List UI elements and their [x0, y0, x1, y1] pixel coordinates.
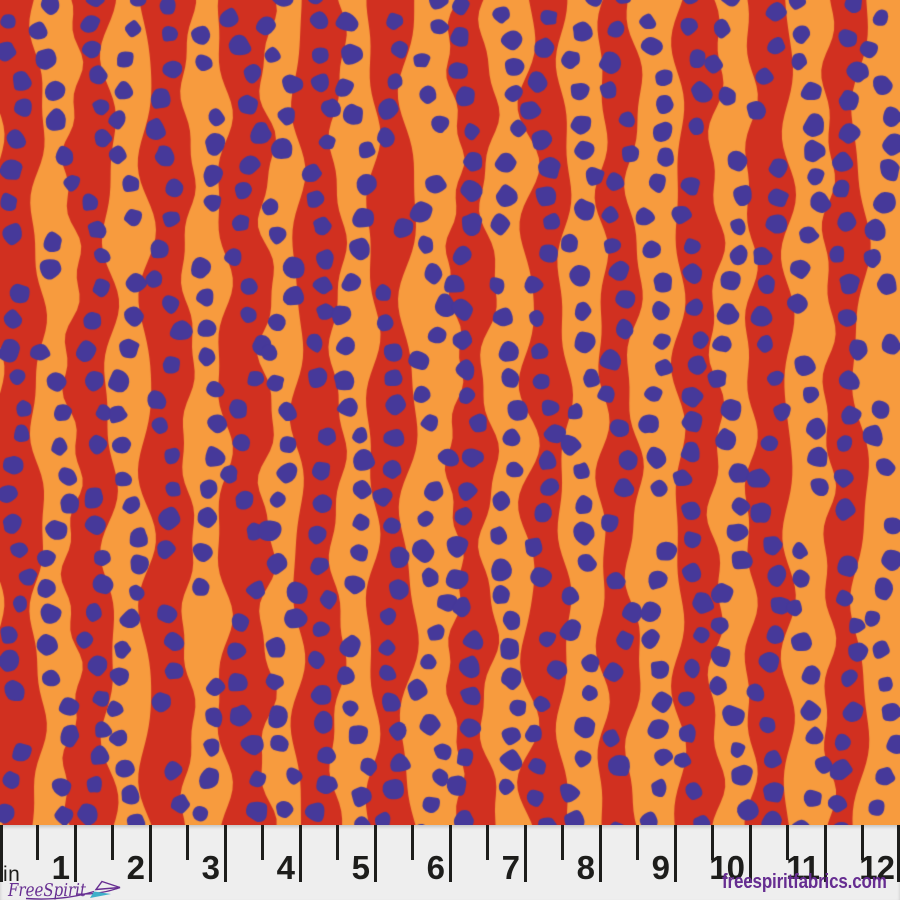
ruler-tick-inch [0, 825, 3, 882]
ruler-tick-inch [298, 825, 302, 882]
ruler-number: 7 [501, 849, 520, 886]
ruler-tick-inch [897, 825, 900, 882]
ruler-tick-inch [598, 825, 602, 882]
freespirit-logo: FreeSpirit [7, 880, 121, 900]
ruler-tick-half [411, 825, 414, 860]
ruler-number: 11 [786, 849, 820, 886]
ruler-tick-half [486, 825, 489, 860]
ruler-number: 3 [201, 849, 220, 886]
ruler-number: 10 [709, 849, 745, 886]
ruler-tick-inch [523, 825, 527, 882]
ruler-number: 1 [51, 849, 70, 886]
ruler-tick-half [636, 825, 639, 860]
ruler-tick-half [711, 825, 714, 860]
ruler-tick-half [186, 825, 189, 860]
ruler-tick-inch [223, 825, 227, 882]
ruler-tick-half [111, 825, 114, 860]
logo-swash [25, 890, 95, 900]
ruler: 1 2 3 4 5 6 7 8 9 10 11 12 in FreeSpirit freespirit… [0, 825, 900, 900]
ruler-tick-half [36, 825, 39, 860]
ruler-number: 4 [276, 849, 295, 886]
freespirit-logo-text: FreeSpirit [7, 881, 87, 900]
ruler-unit-label: in [3, 863, 21, 886]
ruler-tick-half [786, 825, 789, 860]
ruler-tick-inch [748, 825, 752, 882]
ruler-number: 12 [859, 849, 895, 886]
ruler-tick-half [261, 825, 264, 860]
website-url: freespiritfabrics.com [722, 871, 887, 893]
ruler-tick-half [336, 825, 339, 860]
ruler-tick-inch [673, 825, 677, 882]
ruler-tick-inch [373, 825, 377, 882]
ruler-tick-inch [448, 825, 452, 882]
ruler-number: 2 [126, 849, 145, 886]
ruler-tick-inch [148, 825, 152, 882]
ruler-tick-inch [73, 825, 77, 882]
ruler-number: 9 [651, 849, 670, 886]
ruler-number: 5 [351, 849, 370, 886]
ruler-tick-half [861, 825, 864, 860]
logo-bird-teal-icon [90, 891, 111, 898]
ruler-tick-half [561, 825, 564, 860]
ruler-number: 6 [426, 849, 445, 886]
ruler-number: 8 [576, 849, 595, 886]
ruler-tick-inch [823, 825, 827, 882]
logo-bird-outline-icon [94, 880, 121, 891]
fabric-swatch-pattern [0, 0, 900, 825]
